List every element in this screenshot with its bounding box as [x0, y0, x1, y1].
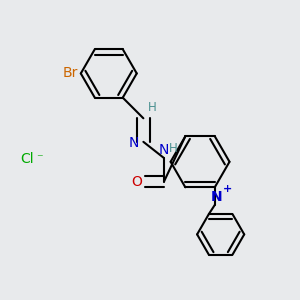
Text: H: H: [148, 101, 157, 114]
Text: O: O: [131, 175, 142, 189]
Text: +: +: [223, 184, 232, 194]
Text: Cl: Cl: [20, 152, 34, 166]
Text: H: H: [168, 142, 177, 155]
Text: N: N: [210, 190, 222, 204]
Text: ⁻: ⁻: [37, 152, 43, 165]
Text: Br: Br: [62, 66, 78, 80]
Text: N: N: [129, 136, 139, 150]
Text: N: N: [159, 142, 169, 157]
